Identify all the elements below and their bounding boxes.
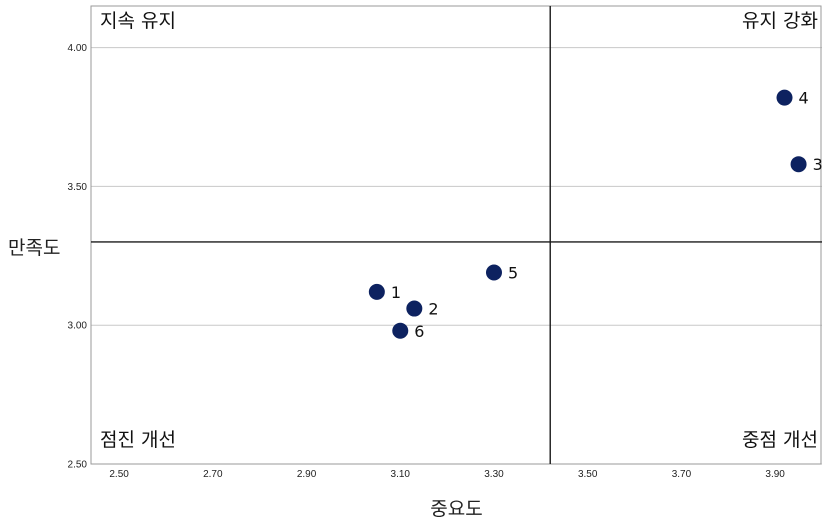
data-point-label: 1 (391, 283, 401, 302)
quadrant-labels: 지속 유지 유지 강화 점진 개선 중점 개선 (100, 10, 818, 451)
data-point (485, 264, 502, 281)
x-tick-label: 3.10 (391, 469, 411, 480)
quadrant-label-bottom-right: 중점 개선 (742, 429, 818, 451)
y-tick-label: 3.50 (68, 182, 88, 193)
plot-frame (90, 5, 822, 465)
data-point-label: 4 (799, 89, 809, 108)
data-point (392, 322, 409, 339)
y-tick-label: 4.00 (68, 43, 88, 54)
x-tick-label: 3.90 (765, 469, 785, 480)
quadrant-label-bottom-left: 점진 개선 (100, 429, 176, 451)
x-tick-label: 2.50 (109, 469, 129, 480)
data-point (368, 283, 385, 300)
reference-lines (91, 6, 822, 464)
data-point-label: 3 (813, 155, 822, 174)
data-point (406, 300, 423, 317)
x-tick-label: 2.70 (203, 469, 223, 480)
y-tick-label: 3.00 (68, 321, 88, 332)
x-tick-label: 3.50 (578, 469, 598, 480)
x-tick-label: 3.30 (484, 469, 504, 480)
y-axis-title: 만족도 (8, 237, 60, 259)
x-tick-label: 2.90 (297, 469, 317, 480)
grid-layer (91, 47, 822, 465)
x-tick-label: 3.70 (672, 469, 692, 480)
data-points: 1 2 3 4 5 6 (368, 89, 822, 341)
data-point (776, 89, 793, 106)
quadrant-label-top-right: 유지 강화 (742, 10, 818, 32)
data-point (790, 156, 807, 173)
data-point-label: 5 (508, 263, 518, 282)
data-point-label: 2 (428, 300, 438, 319)
x-axis-title: 중요도 (430, 498, 482, 520)
tick-labels: 2.50 3.00 3.50 4.00 2.50 2.70 2.90 3.10 3.30 3.50… (68, 43, 786, 480)
y-tick-label: 2.50 (68, 460, 88, 471)
data-point-label: 6 (414, 322, 424, 341)
quadrant-label-top-left: 지속 유지 (100, 10, 176, 32)
